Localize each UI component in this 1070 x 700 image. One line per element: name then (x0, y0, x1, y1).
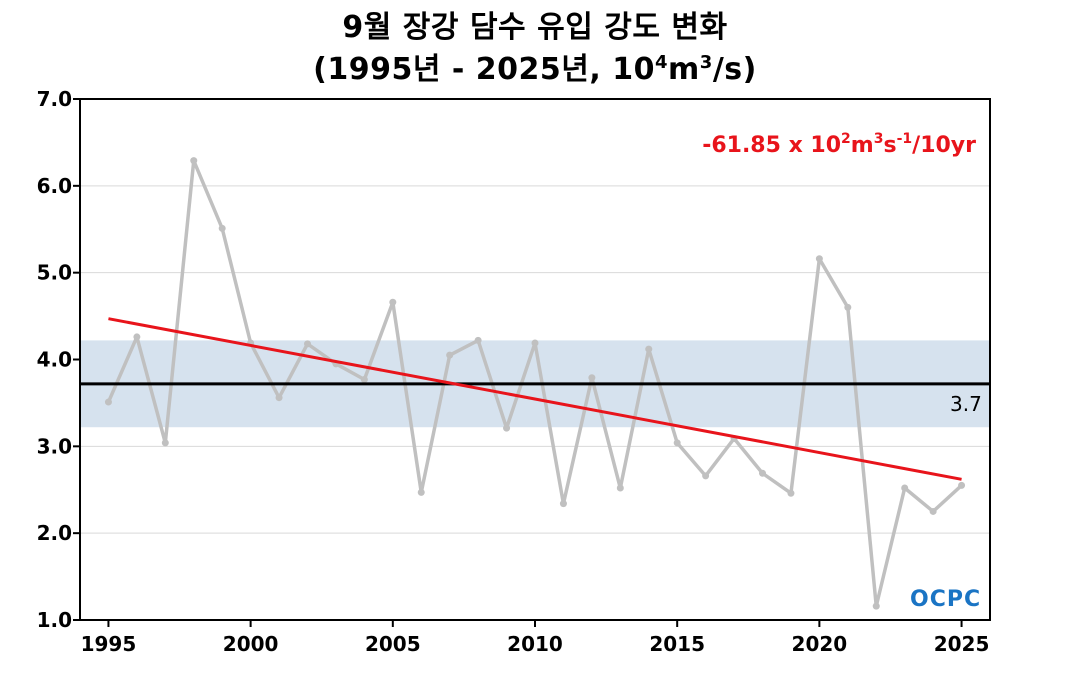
data-point-2025 (958, 481, 966, 489)
trend-label-exp2: 3 (874, 131, 884, 147)
x-axis: 1995 2000 2005 2010 2015 2020 2025 (81, 620, 990, 656)
series-group (104, 157, 966, 610)
data-point-2004 (360, 375, 368, 383)
mean-label: 3.7 (950, 392, 982, 416)
trend-label-m: m (851, 133, 874, 158)
data-point-2014 (645, 345, 653, 353)
data-point-2009 (503, 424, 511, 432)
data-point-2023 (901, 484, 909, 492)
data-point-2005 (389, 298, 397, 306)
trend-label-prefix: -61.85 x 10 (702, 133, 841, 158)
y-tick-label-3: 4.0 (37, 348, 72, 372)
data-point-2012 (588, 374, 596, 382)
data-point-2011 (559, 500, 567, 508)
y-tick-label-0: 1.0 (37, 608, 72, 632)
data-point-1999 (218, 224, 226, 232)
subtitle-suffix: /s) (712, 52, 757, 87)
trend-label-suffix: /10yr (912, 133, 976, 158)
data-point-2015 (673, 439, 681, 447)
chart-title: 9월 장강 담수 유입 강도 변화 (0, 2, 1070, 46)
trend-label-s: s (883, 133, 896, 158)
data-point-2002 (304, 340, 311, 348)
trend-line (108, 317, 962, 481)
y-tick-label-1: 2.0 (37, 521, 72, 545)
data-point-2022 (872, 602, 880, 610)
data-point-2013 (616, 484, 624, 492)
chart-title-line1: 9월 장강 담수 유입 강도 변화 (342, 10, 728, 45)
subtitle-unit-m: m (668, 52, 700, 87)
x-tick-label-1: 2000 (223, 632, 279, 656)
x-tick-label-3: 2010 (507, 632, 563, 656)
x-tick-label-4: 2015 (649, 632, 705, 656)
data-point-1997 (161, 439, 169, 447)
subtitle-exponent-1: 4 (654, 52, 669, 73)
data-point-1995 (104, 398, 112, 406)
data-point-2001 (275, 394, 283, 402)
data-point-2006 (417, 488, 425, 496)
data-point-2024 (929, 507, 937, 515)
trend-label-exp3: -1 (897, 131, 913, 147)
chart-subtitle: (1995년 - 2025년, 104m3/s) (0, 44, 1070, 88)
data-point-1996 (133, 333, 141, 341)
data-point-2008 (474, 336, 482, 344)
trend-label-exp1: 2 (841, 131, 851, 147)
subtitle-exponent-2: 3 (699, 52, 713, 73)
data-point-1998 (190, 157, 198, 165)
subtitle-prefix: (1995년 - 2025년, 10 (313, 52, 655, 87)
data-point-2021 (844, 303, 852, 311)
ocpc-logo: OCPC (910, 587, 981, 612)
data-point-2007 (446, 351, 454, 359)
x-tick-label-6: 2025 (934, 632, 990, 656)
data-point-2018 (759, 469, 766, 477)
x-tick-label-5: 2020 (792, 632, 848, 656)
y-tick-label-5: 6.0 (37, 174, 72, 198)
x-tick-label-2: 2005 (365, 632, 421, 656)
trend-label: -61.85 x 102m3s-1/10yr (702, 131, 976, 158)
y-tick-label-2: 3.0 (37, 434, 72, 458)
y-axis: 1.0 2.0 3.0 4.0 5.0 6.0 7.0 (37, 87, 80, 632)
data-point-2020 (815, 255, 823, 263)
data-point-2016 (702, 472, 710, 480)
data-point-2019 (787, 489, 795, 497)
y-tick-label-6: 7.0 (37, 87, 72, 111)
x-tick-label-0: 1995 (81, 632, 137, 656)
data-point-2010 (531, 339, 539, 347)
y-tick-label-4: 5.0 (37, 261, 72, 285)
